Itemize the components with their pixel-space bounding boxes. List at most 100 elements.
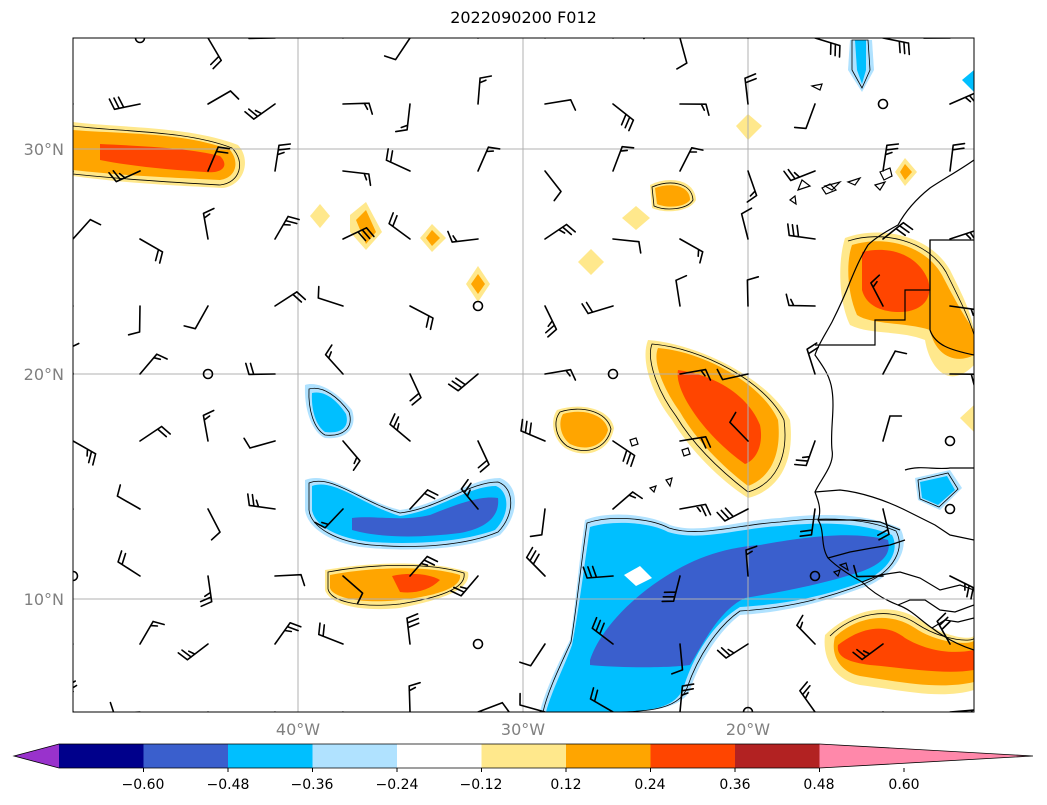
- wind-barb: [612, 238, 642, 254]
- wind-barb: [591, 616, 614, 645]
- wind-barb: [529, 508, 546, 538]
- colorbar-tick-label: 0.24: [634, 777, 665, 793]
- colorbar-bin: [143, 744, 229, 768]
- calm-wind-circle: [134, 38, 146, 44]
- colorbar-tick-label: 0.36: [719, 777, 750, 793]
- colorbar-over-triangle: [819, 744, 1033, 768]
- colorbar-tick-label: −0.36: [291, 777, 334, 793]
- wind-barb: [799, 681, 816, 712]
- colorbar-tick-label: 0.48: [803, 777, 834, 793]
- colorbar-bin: [312, 744, 398, 768]
- wind-barb: [476, 38, 479, 39]
- colorbar-tick-label: −0.60: [122, 777, 165, 793]
- wind-barb: [395, 103, 411, 133]
- map-frame: [72, 37, 975, 713]
- wind-barb: [460, 478, 479, 510]
- wind-barb: [679, 238, 704, 264]
- wind-barb: [406, 613, 420, 645]
- wind-barb: [544, 223, 576, 240]
- wind-barb: [740, 207, 753, 240]
- wind-barb: [806, 342, 819, 375]
- wind-barb: [477, 75, 493, 105]
- wind-barb: [949, 92, 974, 105]
- wind-barb: [108, 170, 141, 183]
- wind-barb: [409, 555, 439, 577]
- wind-barb: [744, 73, 757, 105]
- wind-barb: [73, 680, 78, 712]
- wind-barb: [274, 622, 302, 645]
- wind-barb: [936, 612, 951, 645]
- wind-barb: [783, 168, 816, 182]
- wind-barb: [949, 575, 974, 600]
- wind-barb: [317, 285, 344, 307]
- wind-barb: [244, 103, 276, 120]
- country-borders: [814, 239, 974, 629]
- wind-barb: [274, 143, 292, 172]
- wind-barb: [796, 614, 816, 645]
- wind-barb: [544, 99, 577, 111]
- wind-barb: [247, 493, 276, 510]
- wind-barb: [612, 440, 636, 468]
- wind-barb: [882, 415, 903, 442]
- wind-barb: [949, 142, 966, 172]
- wind-barb: [544, 305, 558, 338]
- wind-barb: [794, 440, 816, 467]
- wind-barb: [799, 508, 816, 537]
- wind-barb: [746, 170, 758, 203]
- wind-barb: [882, 711, 887, 712]
- wind-barb: [589, 687, 614, 712]
- wind-barb: [383, 38, 411, 61]
- wind-barb: [117, 550, 141, 577]
- colorbar-bin: [228, 744, 313, 768]
- wind-barb: [73, 643, 74, 645]
- lon-label-30w: 30°W: [501, 720, 545, 739]
- negative-anomaly-fills: [304, 40, 974, 712]
- calm-wind-circle: [944, 503, 956, 515]
- wind-barb: [342, 575, 364, 605]
- colorbar-outline: [12, 743, 1034, 769]
- wind-barb: [450, 575, 479, 597]
- wind-barb: [525, 546, 546, 577]
- latitude-labels: 10°N 20°N 30°N: [24, 140, 64, 609]
- wind-barb: [544, 38, 546, 39]
- wind-barb: [243, 437, 276, 449]
- wind-barb: [388, 212, 411, 240]
- wind-barb: [477, 146, 501, 172]
- wind-barb: [612, 145, 635, 172]
- wind-barb: [923, 38, 951, 39]
- wind-barb: [785, 293, 816, 307]
- wind-barb: [671, 643, 684, 675]
- calm-wind-circle: [472, 300, 484, 312]
- wind-barb: [73, 305, 74, 307]
- wind-barb: [520, 418, 546, 442]
- wind-barb: [139, 425, 171, 442]
- wind-barb: [199, 575, 213, 608]
- wind-barb: [127, 305, 141, 336]
- wind-barb: [273, 711, 276, 712]
- wind-barb: [519, 643, 546, 667]
- wind-barb: [852, 643, 884, 661]
- wind-barb: [207, 90, 240, 105]
- wind-barb: [274, 291, 307, 307]
- lon-label-40w: 40°W: [276, 720, 320, 739]
- colorbar-bin: [397, 744, 482, 768]
- wind-barb: [342, 227, 375, 242]
- wind-barb: [853, 564, 884, 578]
- colorbar-bin: [650, 744, 736, 768]
- wind-barb: [716, 507, 749, 522]
- wind-barb: [679, 683, 695, 712]
- wind-barb: [787, 223, 816, 240]
- lon-label-20w: 20°W: [726, 720, 770, 739]
- wind-barb: [447, 373, 479, 392]
- wind-barb: [342, 440, 361, 471]
- wind-barb: [949, 230, 974, 240]
- wind-barb: [409, 373, 422, 406]
- wind-barb: [342, 102, 374, 115]
- wind-barb: [882, 38, 911, 56]
- colorbar-tick-label: −0.24: [376, 777, 419, 793]
- wind-barb: [877, 508, 890, 541]
- wind-barb: [612, 491, 643, 510]
- wind-barb: [679, 436, 712, 449]
- wind-barb: [139, 238, 164, 264]
